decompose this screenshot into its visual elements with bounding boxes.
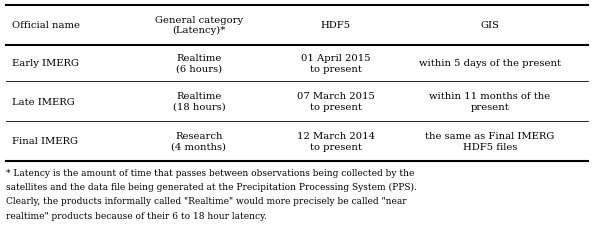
Text: Clearly, the products informally called "Realtime" would more precisely be calle: Clearly, the products informally called … [6, 197, 406, 205]
Text: Realtime
(18 hours): Realtime (18 hours) [173, 92, 225, 111]
Text: Late IMERG: Late IMERG [12, 97, 75, 106]
Text: realtime" products because of their 6 to 18 hour latency.: realtime" products because of their 6 to… [6, 211, 267, 220]
Text: * Latency is the amount of time that passes between observations being collected: * Latency is the amount of time that pas… [6, 168, 415, 177]
Text: GIS: GIS [481, 21, 500, 30]
Text: HDF5: HDF5 [321, 21, 350, 30]
Text: Final IMERG: Final IMERG [12, 137, 78, 146]
Text: Realtime
(6 hours): Realtime (6 hours) [176, 54, 222, 73]
Text: within 11 months of the
present: within 11 months of the present [429, 92, 551, 111]
Text: Early IMERG: Early IMERG [12, 59, 79, 68]
Text: Research
(4 months): Research (4 months) [172, 132, 226, 151]
Text: satellites and the data file being generated at the Precipitation Processing Sys: satellites and the data file being gener… [6, 183, 417, 192]
Text: 12 March 2014
to present: 12 March 2014 to present [296, 132, 375, 151]
Text: Official name: Official name [12, 21, 80, 30]
Text: 01 April 2015
to present: 01 April 2015 to present [301, 54, 371, 73]
Text: General category
(Latency)*: General category (Latency)* [155, 16, 243, 35]
Text: 07 March 2015
to present: 07 March 2015 to present [296, 92, 375, 111]
Text: within 5 days of the present: within 5 days of the present [419, 59, 561, 68]
Text: the same as Final IMERG
HDF5 files: the same as Final IMERG HDF5 files [425, 132, 555, 151]
